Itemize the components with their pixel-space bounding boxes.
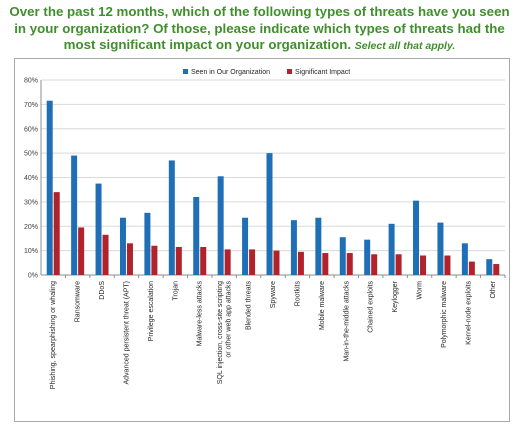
y-axis-ticks: 0% 10% 20% 30% 40% 50% 60% 70% 80%: [24, 78, 42, 280]
bar-impact: [200, 246, 207, 275]
y-tick-label: 70%: [24, 102, 38, 109]
x-category-label: Keylogger: [392, 280, 399, 312]
y-tick-label: 30%: [24, 199, 38, 206]
x-category-label: Trojan: [172, 281, 179, 301]
x-category-label: Mobile malware: [319, 281, 326, 330]
bar-seen: [95, 183, 102, 275]
bar-impact: [371, 254, 378, 275]
bar-seen: [486, 259, 493, 275]
bar-impact: [468, 261, 475, 275]
bar-seen: [388, 223, 395, 275]
bar-impact: [420, 255, 427, 275]
bar-seen: [461, 243, 468, 275]
bar-impact: [151, 245, 158, 275]
bar-impact: [102, 234, 109, 275]
legend-swatch: [183, 69, 188, 74]
legend-swatch: [287, 69, 292, 74]
bar-impact: [78, 227, 85, 275]
bar-impact: [395, 254, 402, 275]
y-tick-label: 10%: [24, 248, 38, 255]
bar-seen: [242, 217, 249, 275]
x-category-label: Ransomware: [75, 281, 82, 322]
y-tick-label: 80%: [24, 78, 38, 85]
bar-impact: [53, 192, 60, 275]
x-category-label: Spyware: [270, 281, 277, 308]
x-category-label: DDoS: [99, 281, 106, 300]
bar-seen: [217, 176, 224, 275]
x-category-label: Blended threats: [246, 281, 253, 331]
x-category-label: Phishing, spearphishing or whaling: [50, 281, 57, 389]
bar-impact: [175, 246, 182, 275]
bar-seen: [339, 237, 346, 275]
bar-seen: [119, 217, 126, 275]
y-tick-label: 50%: [24, 151, 38, 158]
bar-seen: [290, 220, 297, 275]
chart-frame: 0% 10% 20% 30% 40% 50% 60% 70% 80% Phishing, spe…: [14, 58, 510, 422]
bar-seen: [364, 239, 371, 275]
x-category-label: Kernel-node exploits: [465, 281, 472, 345]
bar-seen: [46, 100, 53, 275]
x-category-label: Rootkits: [294, 281, 301, 307]
legend-label: Significant Impact: [295, 69, 350, 76]
bar-seen: [413, 200, 420, 275]
question-text: Over the past 12 months, which of the fo…: [9, 4, 510, 52]
bar-seen: [266, 153, 273, 275]
bar-impact: [493, 264, 500, 275]
bar-seen: [193, 197, 200, 275]
x-category-label: Malware-less attacks: [197, 281, 204, 347]
bar-chart: 0% 10% 20% 30% 40% 50% 60% 70% 80% Phishing, spe…: [24, 69, 506, 389]
x-category-label: Other: [490, 280, 497, 298]
bar-impact: [322, 253, 329, 275]
bar-impact: [126, 243, 133, 275]
bar-seen: [144, 212, 151, 275]
y-tick-label: 0%: [28, 273, 38, 280]
x-category-label: SQL injection, cross-site scripting or ot…: [217, 281, 233, 385]
bar-impact: [346, 253, 353, 275]
bars: [46, 100, 500, 275]
y-tick-label: 20%: [24, 224, 38, 231]
x-axis-labels: Phishing, spearphishing or whaling Ransom…: [50, 275, 506, 389]
x-category-label: Chained exploits: [368, 281, 375, 333]
bar-impact: [297, 251, 304, 275]
y-tick-label: 60%: [24, 126, 38, 133]
x-category-label: Privilege escalation: [148, 281, 155, 341]
x-category-label: Advanced persistent threat (APT): [123, 281, 130, 385]
bar-seen: [71, 155, 78, 275]
question-title: Over the past 12 months, which of the fo…: [4, 4, 515, 55]
bar-impact: [224, 249, 231, 275]
y-tick-label: 40%: [24, 175, 38, 182]
bar-impact: [273, 250, 280, 275]
bar-impact: [249, 249, 256, 275]
gridlines: [41, 79, 505, 276]
bar-seen: [168, 160, 175, 275]
legend-label: Seen in Our Organization: [191, 69, 270, 76]
x-category-label: Polymorphic malware: [441, 281, 448, 348]
bar-impact: [444, 255, 451, 275]
instruction-text: Select all that apply.: [354, 40, 456, 52]
bar-seen: [437, 222, 444, 275]
legend: Seen in Our Organization Significant Impa…: [183, 69, 350, 76]
x-category-label: Worm: [417, 281, 424, 300]
x-category-label: Man-in-the-middle attacks: [343, 281, 350, 362]
bar-seen: [315, 217, 322, 275]
